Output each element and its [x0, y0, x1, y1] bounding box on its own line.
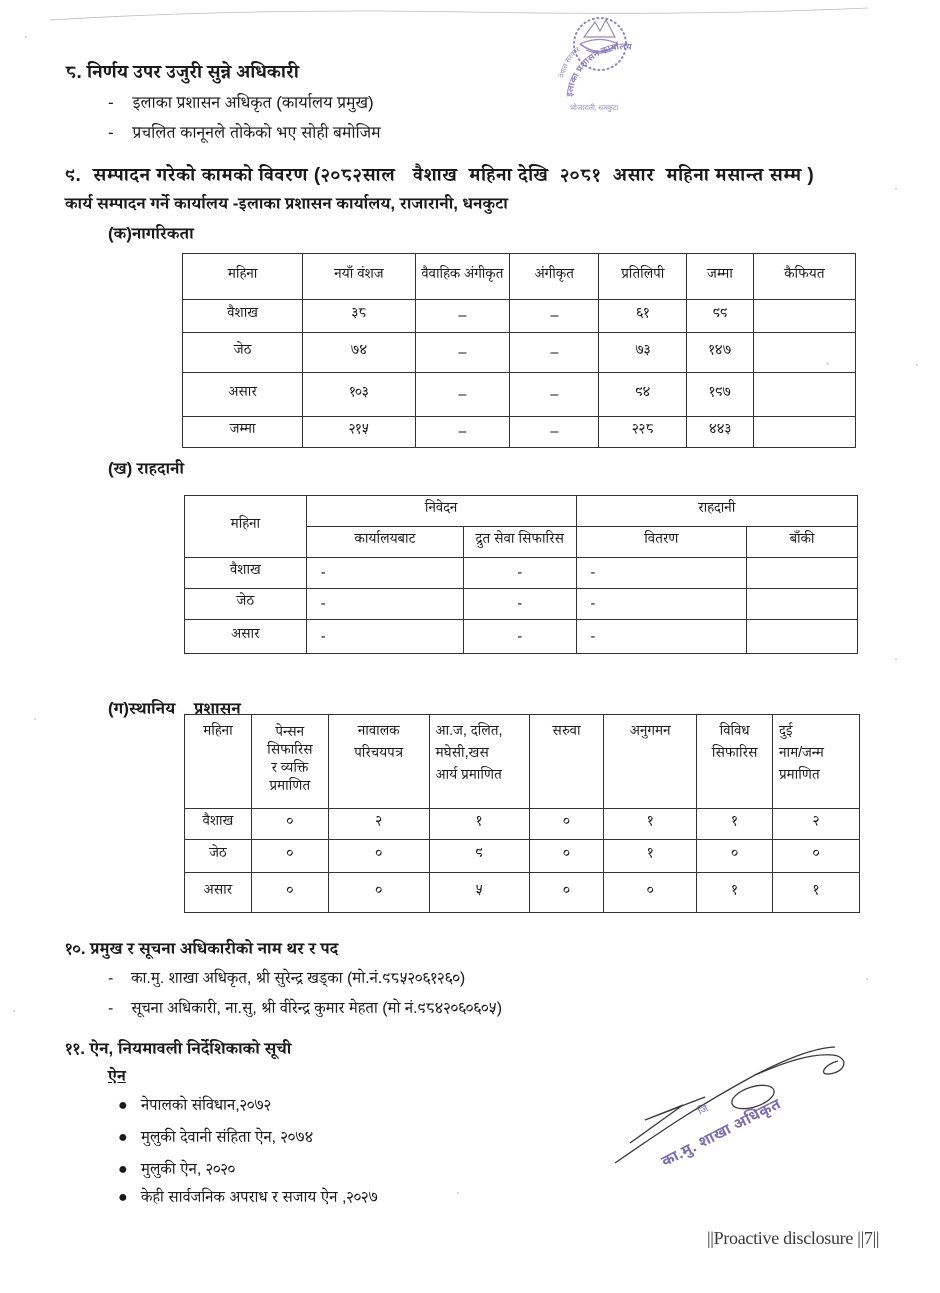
svg-text:जि: जि: [696, 1102, 712, 1119]
svg-text:भोजाराती, धनकुटा: भोजाराती, धनकुटा: [570, 103, 618, 113]
